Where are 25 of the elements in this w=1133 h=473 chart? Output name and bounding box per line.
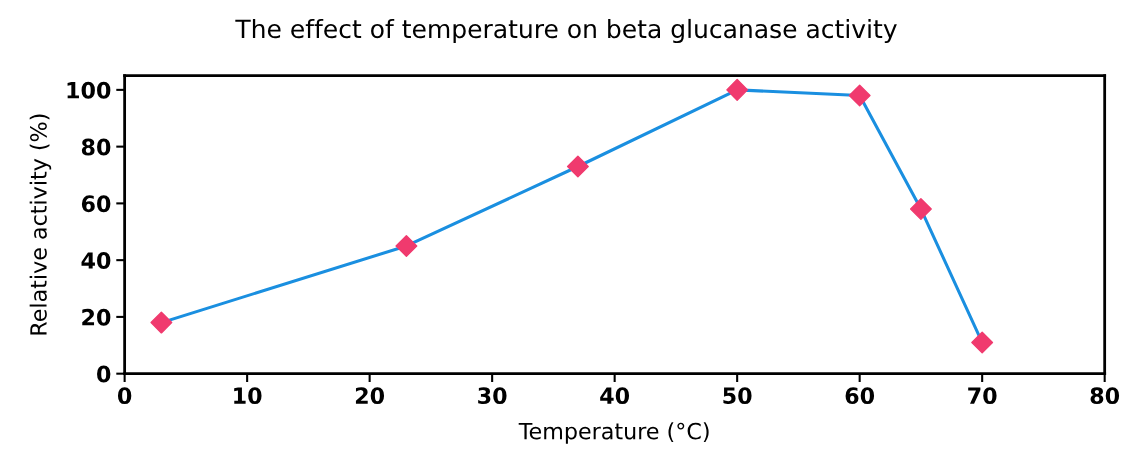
x-tick-label: 30 <box>478 387 507 405</box>
x-axis-title: Temperature (°C) <box>518 422 709 444</box>
y-tick-label: 100 <box>67 81 111 99</box>
point <box>726 78 749 101</box>
point <box>971 331 994 354</box>
point <box>848 84 871 107</box>
point <box>150 311 173 334</box>
x-tick-label: 80 <box>1090 387 1120 405</box>
y-tick-label: 60 <box>81 195 111 213</box>
x-tick-label: 60 <box>845 387 875 405</box>
point <box>566 155 589 178</box>
y-axis-title: Relative activity (%) <box>29 114 52 335</box>
x-tick-label: 50 <box>723 387 752 405</box>
x-tick-label: 0 <box>117 387 132 405</box>
y-tick-label: 0 <box>97 365 111 383</box>
point <box>909 198 932 221</box>
point <box>395 234 418 257</box>
y-tick-label: 40 <box>81 252 111 269</box>
x-tick-label: 10 <box>234 387 262 405</box>
y-tick-label: 20 <box>82 308 111 326</box>
x-tick-label: 70 <box>968 387 997 405</box>
x-tick-label: 40 <box>600 387 630 405</box>
chart-title: The effect of temperature on beta glucanase activity <box>235 18 897 44</box>
x-tick-label: 20 <box>355 387 385 405</box>
y-tick-label: 80 <box>81 138 111 156</box>
